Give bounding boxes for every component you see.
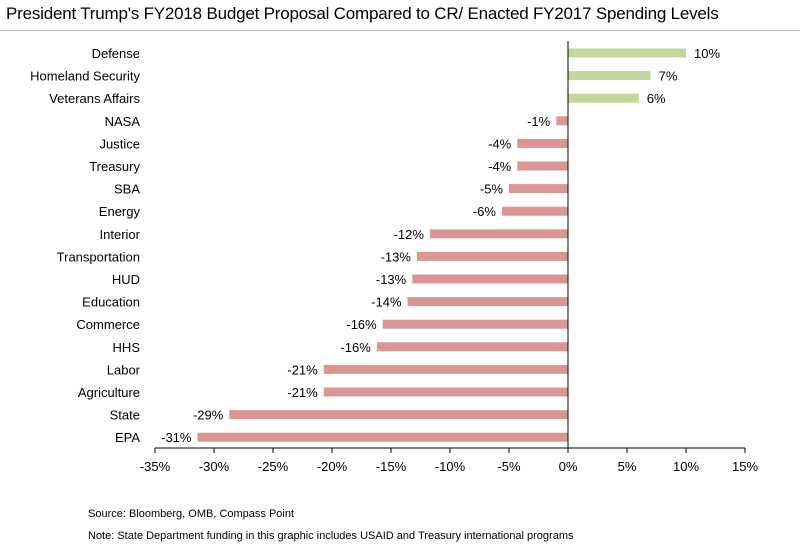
- category-label: Education: [82, 295, 140, 310]
- category-label: HUD: [112, 272, 140, 287]
- bar: [517, 161, 568, 171]
- x-tick-label: -35%: [140, 459, 171, 474]
- data-label: -6%: [473, 204, 497, 219]
- category-label: Veterans Affairs: [49, 91, 140, 106]
- data-label: 10%: [694, 46, 720, 61]
- data-label: -31%: [161, 430, 192, 445]
- bar: [407, 297, 568, 307]
- x-tick-label: -30%: [199, 459, 230, 474]
- data-label: -5%: [480, 182, 504, 197]
- bar: [382, 319, 568, 329]
- bar: [556, 116, 568, 126]
- category-label: Defense: [92, 46, 140, 61]
- data-label: -16%: [340, 340, 371, 355]
- data-label: -4%: [488, 159, 512, 174]
- data-label: -16%: [346, 317, 377, 332]
- footnote: Note: State Department funding in this g…: [88, 530, 574, 542]
- category-label: Transportation: [57, 249, 140, 264]
- category-label: SBA: [114, 182, 140, 197]
- category-label: Commerce: [76, 317, 140, 332]
- bar: [429, 229, 568, 239]
- category-label: EPA: [115, 430, 140, 445]
- data-label: -13%: [381, 249, 412, 264]
- category-label: Treasury: [89, 159, 140, 174]
- data-label: -1%: [527, 114, 551, 129]
- x-tick-label: -25%: [258, 459, 289, 474]
- x-tick-label: 0%: [559, 459, 578, 474]
- bar: [323, 387, 568, 397]
- category-label: Agriculture: [78, 385, 140, 400]
- bar: [416, 251, 568, 261]
- category-label: NASA: [105, 114, 141, 129]
- bar: [412, 274, 568, 284]
- x-tick-label: 5%: [618, 459, 637, 474]
- data-label: -13%: [376, 272, 407, 287]
- bar: [376, 342, 568, 352]
- category-label: Homeland Security: [30, 69, 140, 84]
- chart-title: President Trump's FY2018 Budget Proposal…: [6, 4, 719, 23]
- data-label: -29%: [193, 408, 224, 423]
- source-note: Source: Bloomberg, OMB, Compass Point: [88, 508, 295, 520]
- x-tick-label: 15%: [732, 459, 758, 474]
- x-tick-label: 10%: [673, 459, 699, 474]
- category-label: Interior: [100, 227, 141, 242]
- bar: [568, 71, 651, 81]
- bar: [323, 364, 568, 374]
- data-label: -12%: [394, 227, 425, 242]
- bar: [568, 48, 686, 58]
- x-tick-label: -10%: [435, 459, 466, 474]
- x-tick-label: -5%: [497, 459, 521, 474]
- bar: [568, 93, 639, 103]
- category-label: Labor: [107, 362, 141, 377]
- x-tick-label: -20%: [317, 459, 348, 474]
- bar: [197, 432, 569, 442]
- title-divider: [0, 30, 800, 31]
- data-label: -14%: [371, 295, 402, 310]
- category-label: Energy: [99, 204, 141, 219]
- category-label: Justice: [100, 136, 140, 151]
- bar-chart: Defense 10% Homeland Security 7% Veterans Af…: [30, 41, 758, 474]
- bar: [517, 138, 568, 148]
- x-tick-label: -15%: [376, 459, 407, 474]
- bar: [229, 410, 568, 420]
- data-label: 7%: [659, 69, 678, 84]
- bar: [509, 184, 568, 194]
- data-label: 6%: [647, 91, 666, 106]
- data-label: -21%: [287, 385, 318, 400]
- category-label: State: [110, 408, 140, 423]
- data-label: -21%: [287, 362, 318, 377]
- data-label: -4%: [488, 136, 512, 151]
- category-label: HHS: [113, 340, 141, 355]
- bar: [501, 206, 568, 216]
